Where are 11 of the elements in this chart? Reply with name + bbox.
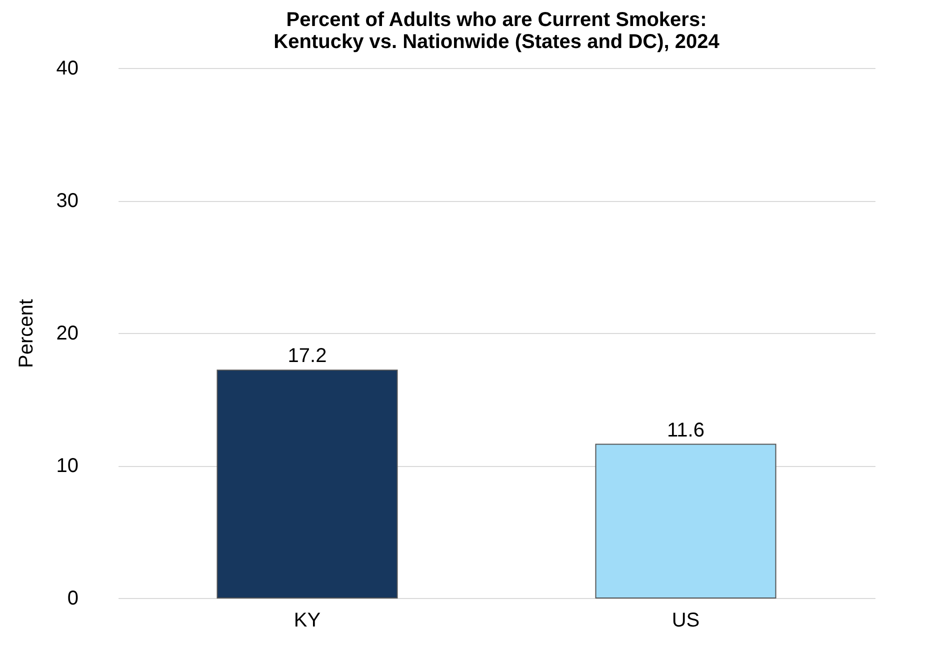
data-label: 11.6: [667, 419, 704, 442]
data-label: 17.2: [288, 345, 327, 368]
y-tick-label: 20: [56, 322, 78, 344]
chart-title: Percent of Adults who are Current Smokers: Kentucky vs. Nationwide (States and DC), 2024: [274, 9, 720, 53]
y-tick-label: 0: [67, 588, 78, 610]
y-tick-label: 10: [56, 455, 78, 477]
x-tick-label: US: [672, 610, 700, 632]
y-tick-label: 30: [56, 190, 78, 212]
y-tick-label: 40: [56, 58, 78, 80]
y-axis-title: Percent: [15, 298, 38, 368]
x-tick-label: KY: [294, 610, 321, 632]
